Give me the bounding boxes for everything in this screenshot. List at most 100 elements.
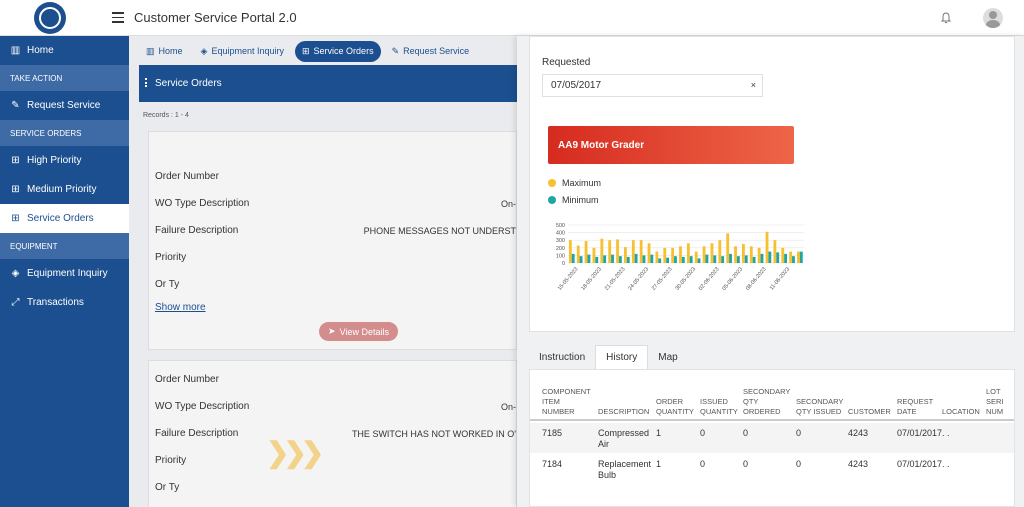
sidebar-item-medium-priority[interactable]: ⊞ Medium Priority <box>0 175 129 204</box>
priority-label: Priority <box>155 252 187 263</box>
table-cell: 4243 <box>848 428 869 438</box>
clear-icon[interactable]: × <box>750 80 756 90</box>
bar-maximum <box>616 239 619 263</box>
sidebar-item-transactions[interactable]: ⤢ Transactions <box>0 288 129 317</box>
bar-minimum <box>736 256 740 263</box>
bar-minimum <box>650 254 654 263</box>
tab-equipment-inquiry[interactable]: ◈ Equipment Inquiry <box>194 41 291 62</box>
x-tick-label: 11-06-2023 <box>769 266 791 291</box>
table-cell: 0 <box>743 428 749 438</box>
requested-label: Requested <box>542 57 591 68</box>
x-tick-label: 05-06-2023 <box>721 266 744 291</box>
bar-minimum <box>579 256 583 263</box>
sidebar-item-home[interactable]: ▥ Home <box>0 36 129 65</box>
sidebar-item-service-orders[interactable]: ⊞ Service Orders <box>0 204 129 233</box>
bar-maximum <box>742 244 745 263</box>
bar-maximum <box>600 238 604 263</box>
bar-minimum <box>618 256 622 263</box>
sidebar-item-equipment-inquiry[interactable]: ◈ Equipment Inquiry <box>0 259 129 288</box>
bar-maximum <box>726 233 730 263</box>
legend-maximum: Maximum <box>548 178 601 188</box>
table-cell: 4243 <box>848 459 869 469</box>
user-avatar[interactable] <box>983 8 1003 28</box>
chevrons-right-icon: ❯❯❯ <box>266 437 324 468</box>
bar-chart-icon: ▥ <box>146 45 155 56</box>
bar-minimum <box>674 256 677 263</box>
wo-type-label: WO Type Description <box>155 198 250 209</box>
menu-icon[interactable] <box>112 12 124 23</box>
grid-icon: ⊞ <box>11 155 20 166</box>
table-cell: 7185 <box>542 428 563 438</box>
bar-maximum <box>789 251 793 263</box>
legend-dot-maximum <box>548 179 556 187</box>
history-table: COMPONENT ITEM NUMBER DESCRIPTION ORDER … <box>529 369 1015 507</box>
sidebar-item-label: Home <box>27 45 54 56</box>
grid-icon: ⊞ <box>11 184 20 195</box>
sidebar-item-request-service[interactable]: ✎ Request Service <box>0 91 129 120</box>
detail-panel: Requested 07/05/2017 × AA9 Motor Grader … <box>517 36 1024 507</box>
bar-maximum <box>584 240 588 263</box>
tab-label: Home <box>158 46 183 56</box>
failure-label: Failure Description <box>155 225 239 236</box>
y-tick-label: 100 <box>556 253 565 259</box>
bar-minimum <box>689 256 693 263</box>
tab-request-service[interactable]: ✎ Request Service <box>385 41 477 62</box>
more-options-icon[interactable] <box>145 78 147 89</box>
column-header: COMPONENT ITEM NUMBER <box>542 387 591 416</box>
column-header: LOCATION <box>942 407 980 416</box>
records-count: Records : 1 - 4 <box>143 112 189 119</box>
bar-maximum <box>639 240 643 263</box>
bar-minimum <box>587 254 591 263</box>
sidebar-item-label: Medium Priority <box>27 184 97 195</box>
table-cell: 0 <box>700 459 706 469</box>
bar-maximum <box>694 251 698 263</box>
order-card: Order Number WO Type Description On- Fai… <box>148 360 517 507</box>
bell-icon[interactable] <box>940 12 952 24</box>
bar-minimum <box>799 251 803 263</box>
wo-type-value: On- <box>500 402 516 412</box>
bar-minimum <box>595 256 599 263</box>
table-cell: Compressed Air <box>598 428 650 449</box>
table-cell: Replacement Bulb <box>598 459 652 480</box>
table-header: COMPONENT ITEM NUMBER DESCRIPTION ORDER … <box>530 385 1014 421</box>
requested-date-input[interactable]: 07/05/2017 × <box>542 74 763 97</box>
show-more-link[interactable]: Show more <box>155 302 206 313</box>
failure-value: PHONE MESSAGES NOT UNDERST <box>363 226 516 236</box>
layers-icon: ◈ <box>200 45 208 56</box>
column-header: ORDER QUANTITY <box>656 397 694 416</box>
tab-history[interactable]: History <box>595 345 649 369</box>
x-tick-label: 08-06-2023 <box>745 266 768 291</box>
company-logo[interactable] <box>34 1 66 34</box>
y-tick-label: 400 <box>556 231 565 237</box>
bar-minimum <box>752 256 756 263</box>
bar-minimum <box>768 251 772 263</box>
tab-instruction[interactable]: Instruction <box>539 351 586 363</box>
bar-maximum <box>781 247 785 263</box>
legend-label: Minimum <box>562 195 599 205</box>
bar-minimum <box>611 254 614 263</box>
bar-minimum <box>666 257 670 263</box>
app-title: Customer Service Portal 2.0 <box>134 10 297 25</box>
order-number-label: Order Number <box>155 171 219 182</box>
order-number-label: Order Number <box>155 374 219 385</box>
tab-map[interactable]: Map <box>658 351 678 363</box>
column-header: SECONDARY QTY ISSUED <box>796 397 844 416</box>
bar-minimum <box>634 253 638 263</box>
legend-label: Maximum <box>562 178 602 188</box>
column-header: ISSUED QUANTITY <box>700 397 738 416</box>
tab-home[interactable]: ▥ Home <box>139 41 190 62</box>
send-icon: ➤ <box>328 326 336 336</box>
sidebar-item-label: Service Orders <box>27 213 94 224</box>
bar-minimum <box>658 258 662 263</box>
sidebar-section-take-action: TAKE ACTION <box>0 65 129 91</box>
table-cell: 1 <box>656 459 662 469</box>
sidebar-item-high-priority[interactable]: ⊞ High Priority <box>0 146 129 175</box>
view-details-button[interactable]: ➤ View Details <box>319 322 398 341</box>
table-row[interactable]: 7185 Compressed Air 1 0 0 0 4243 07/01/2… <box>530 423 1014 453</box>
bar-maximum <box>576 245 580 263</box>
y-tick-label: 200 <box>556 246 565 252</box>
tab-service-orders[interactable]: ⊞ Service Orders <box>295 40 381 62</box>
x-tick-label: 30-05-2023 <box>674 266 697 291</box>
top-bar: Customer Service Portal 2.0 <box>0 0 1024 36</box>
table-row[interactable]: 7184 Replacement Bulb 1 0 0 0 4243 07/01… <box>530 454 1014 484</box>
